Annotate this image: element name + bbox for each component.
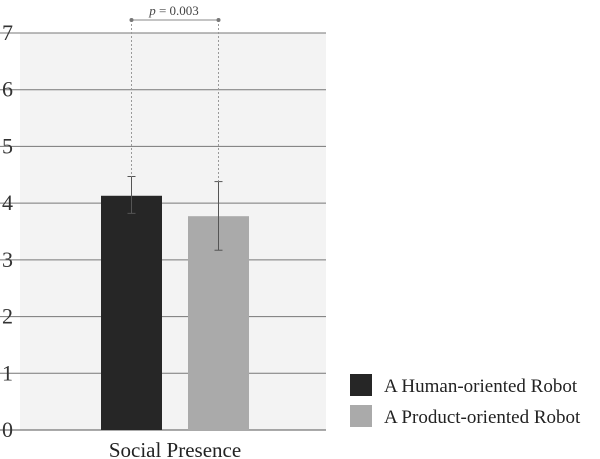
plot-background xyxy=(20,33,326,430)
error-bars xyxy=(127,175,223,251)
y-tick-label: 0 xyxy=(2,417,13,442)
y-tick-label: 6 xyxy=(2,77,13,102)
p-value-label: p = 0.003 xyxy=(148,3,199,18)
legend-label-human: A Human-oriented Robot xyxy=(384,376,578,397)
bar xyxy=(101,195,162,430)
legend-label-product: A Product-oriented Robot xyxy=(384,407,581,428)
significance-annotation: p = 0.003 xyxy=(129,3,221,182)
legend-swatch-product xyxy=(350,405,372,427)
significance-dot xyxy=(129,18,134,22)
legend: A Human-oriented Robot A Product-oriente… xyxy=(350,374,581,428)
bar xyxy=(188,216,249,430)
y-tick-label: 4 xyxy=(2,190,13,215)
y-tick-label: 1 xyxy=(2,360,13,385)
gridlines xyxy=(0,32,326,431)
x-category-label: Social Presence xyxy=(109,438,241,459)
y-tick-label: 5 xyxy=(2,133,13,158)
y-axis-ticks: 0 1 2 3 4 5 6 7 xyxy=(2,20,13,442)
significance-dot xyxy=(216,18,221,22)
y-tick-label: 2 xyxy=(2,304,13,329)
y-tick-label: 7 xyxy=(2,20,13,45)
bars xyxy=(101,195,249,430)
legend-swatch-human xyxy=(350,374,372,396)
y-tick-label: 3 xyxy=(2,247,13,272)
